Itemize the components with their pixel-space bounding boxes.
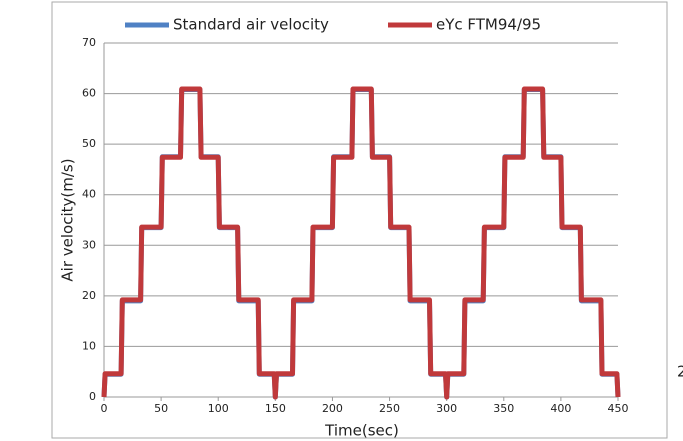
- y-tick-label: 10: [82, 339, 96, 352]
- x-tick-label: 100: [208, 402, 229, 415]
- y-tick-label: 70: [82, 36, 96, 49]
- chart-border: [51, 1, 668, 439]
- x-tick-label: 250: [379, 402, 400, 415]
- legend-label: Standard air velocity: [173, 16, 329, 34]
- x-tick-label: 450: [608, 402, 629, 415]
- y-tick-label: 0: [89, 390, 96, 403]
- legend-label: eYc FTM94/95: [436, 16, 541, 34]
- x-tick-label: 350: [493, 402, 514, 415]
- x-tick-label: 50: [154, 402, 168, 415]
- x-axis-label: Time(sec): [324, 422, 399, 440]
- x-tick-label: 300: [436, 402, 457, 415]
- y-tick-label: 60: [82, 87, 96, 100]
- y-tick-label: 50: [82, 137, 96, 150]
- x-tick-label: 0: [101, 402, 108, 415]
- x-tick-label: 400: [550, 402, 571, 415]
- y-tick-label: 30: [82, 238, 96, 251]
- y-tick-label: 20: [82, 289, 96, 302]
- series-line: [101, 86, 621, 400]
- x-tick-label: 200: [322, 402, 343, 415]
- y-axis-label: Air velocity(m/s): [59, 158, 77, 281]
- annotation: 2: [677, 363, 683, 381]
- x-tick-label: 150: [265, 402, 286, 415]
- y-tick-label: 40: [82, 188, 96, 201]
